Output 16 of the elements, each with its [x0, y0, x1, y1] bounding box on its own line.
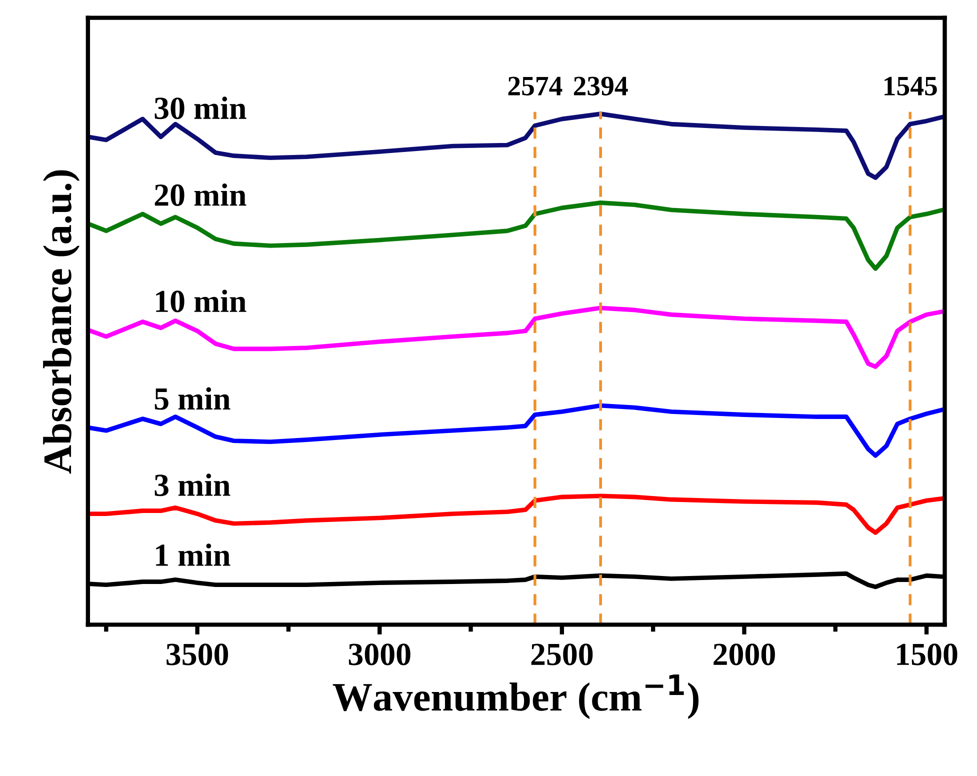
- x-tick-label: 1500: [897, 644, 958, 666]
- series-label: 20 min: [154, 183, 246, 206]
- series-label: 10 min: [156, 290, 246, 312]
- ref-line-label: 2574: [508, 76, 562, 96]
- series-label: 1 min: [156, 544, 230, 566]
- series-label: 3 min: [154, 474, 230, 496]
- ref-line-label: 2394: [574, 76, 628, 96]
- y-axis-title: Absorbance (a.u.): [43, 170, 80, 474]
- x-tick-label: 2500: [531, 644, 593, 666]
- x-tick-label: 3500: [166, 644, 228, 666]
- series-label: 30 min: [154, 96, 246, 120]
- x-tick-label: 3000: [348, 644, 410, 666]
- series-label: 5 min: [154, 387, 230, 410]
- x-tick-label: 2000: [714, 644, 775, 666]
- ref-line-label: 1545: [884, 76, 937, 96]
- x-axis-title: Wavenumber (cm$^{−1}$): [332, 674, 698, 720]
